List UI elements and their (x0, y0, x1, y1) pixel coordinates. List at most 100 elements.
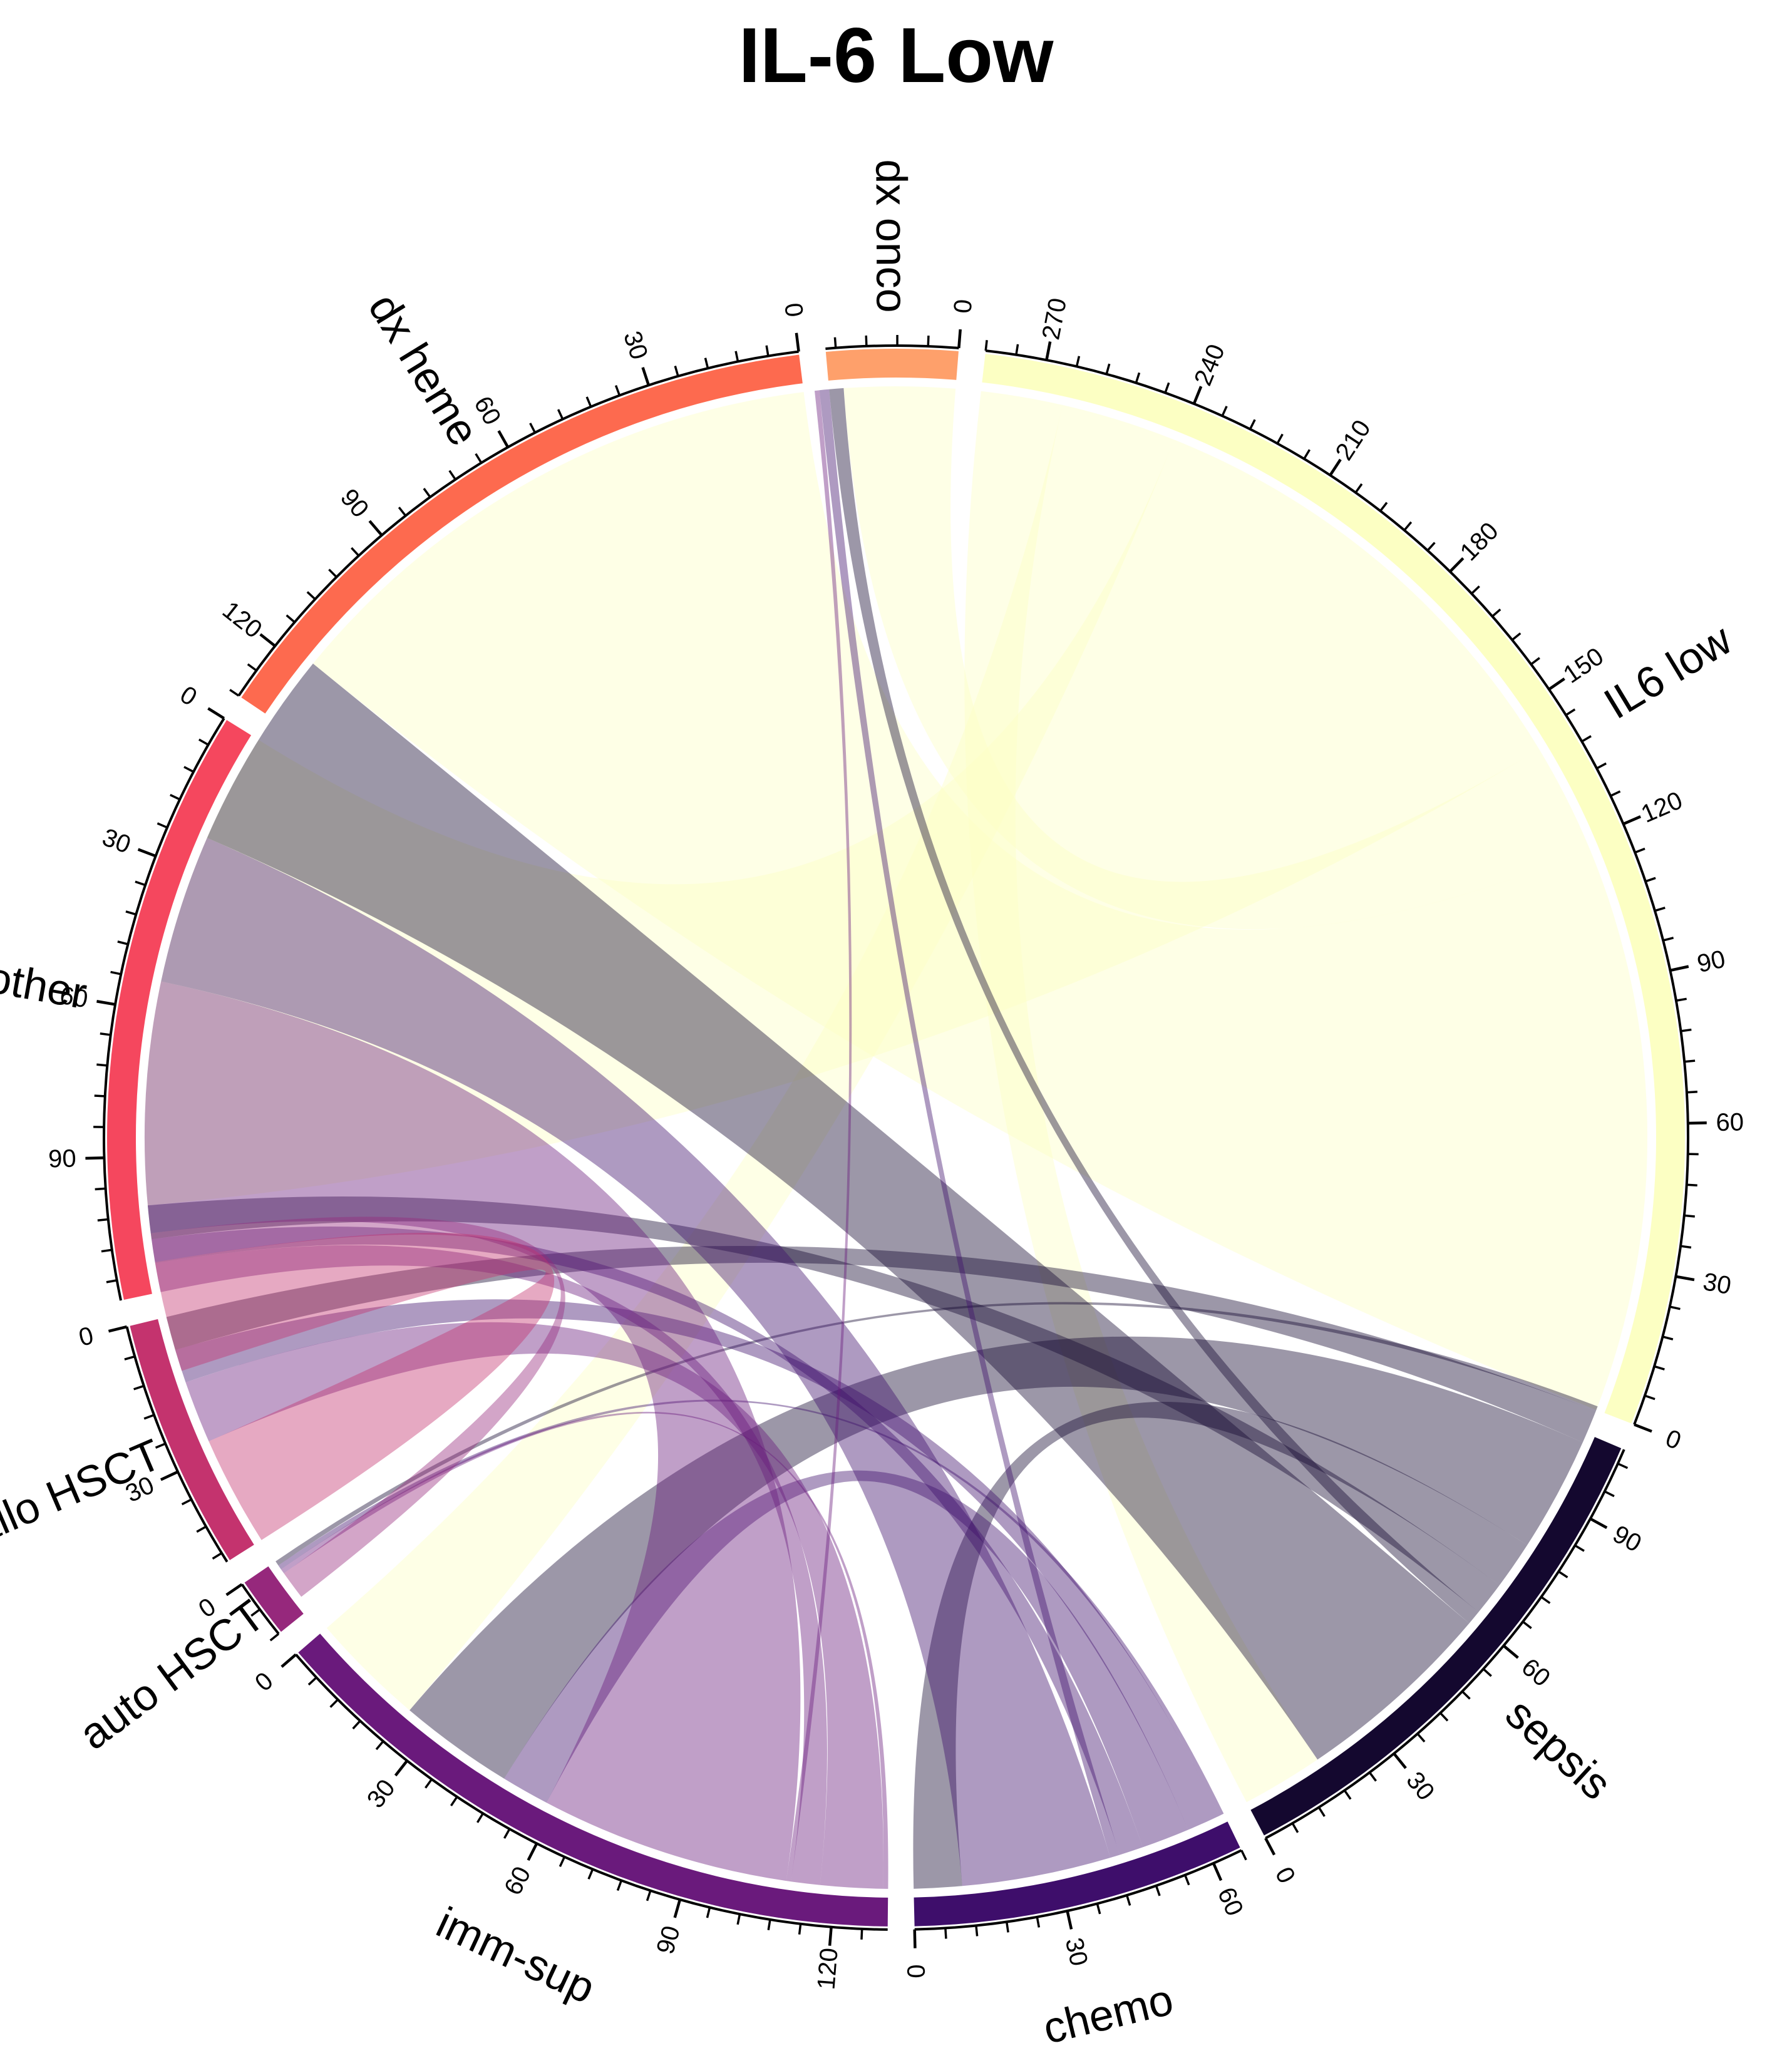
minor-tick (1343, 1789, 1352, 1800)
minor-tick (557, 409, 564, 420)
sector-track-layer (107, 349, 1685, 1927)
minor-tick (1276, 433, 1284, 445)
sector-label-chemo: chemo (1038, 1975, 1178, 2053)
minor-tick (927, 335, 930, 347)
axis-line-allo-hsct (125, 1326, 229, 1563)
major-tick (1329, 458, 1342, 476)
tick-label: 0 (76, 1322, 96, 1352)
major-tick (96, 1000, 116, 1006)
minor-tick (157, 822, 168, 829)
minor-tick (1379, 502, 1388, 512)
minor-tick (1416, 1732, 1426, 1743)
major-tick (108, 1325, 128, 1333)
axis-line-il6-low (985, 349, 1689, 1426)
sector-label-dx-onco: dx onco (867, 159, 916, 313)
major-tick (207, 707, 225, 720)
minor-tick (1015, 344, 1019, 355)
major-tick (497, 430, 510, 448)
tick-label: 30 (1060, 1935, 1093, 1968)
axis-line-imm-sup (295, 1654, 888, 1931)
sector-track-dx-onco (825, 349, 959, 381)
minor-tick (155, 1443, 166, 1449)
minor-tick (1221, 406, 1228, 417)
sector-track-auto-hsct (244, 1566, 304, 1632)
minor-tick (328, 568, 337, 578)
sector-track-dx-heme (241, 354, 803, 714)
minor-tick (1403, 521, 1413, 532)
minor-tick (529, 423, 537, 433)
minor-tick (117, 940, 128, 945)
minor-tick (196, 1525, 207, 1533)
minor-tick (100, 1032, 111, 1036)
major-tick (137, 848, 157, 858)
chart-title: IL-6 Low (738, 13, 1054, 99)
minor-tick (646, 1890, 652, 1901)
minor-tick (1540, 1596, 1551, 1604)
minor-tick (375, 1740, 384, 1751)
major-tick (225, 1583, 243, 1597)
minor-tick (306, 591, 316, 600)
minor-tick (706, 1907, 711, 1918)
tick-label: 0 (1662, 1424, 1685, 1455)
tick-label: 90 (1695, 945, 1728, 978)
minor-tick (1645, 877, 1656, 883)
minor-tick (1530, 657, 1540, 666)
minor-tick (1291, 1823, 1299, 1833)
major-tick (368, 520, 383, 537)
minor-tick (1680, 1245, 1692, 1249)
minor-tick (1596, 762, 1607, 769)
sector-label-auto-hsct: auto HSCT (70, 1590, 274, 1759)
minor-tick (587, 1868, 594, 1880)
major-tick (527, 1843, 538, 1861)
minor-tick (1075, 356, 1081, 367)
tick-label: 270 (1037, 296, 1072, 342)
minor-tick (975, 1925, 979, 1937)
minor-tick (448, 470, 456, 480)
tick-label: 90 (335, 484, 374, 523)
minor-tick (1240, 1849, 1247, 1861)
minor-tick (476, 1813, 484, 1823)
minor-tick (352, 1720, 361, 1730)
minor-tick (1684, 1059, 1696, 1063)
tick-label: 120 (217, 596, 267, 644)
major-tick (1589, 1517, 1608, 1530)
minor-tick (212, 1552, 222, 1560)
ribbon-chemo-dx-heme (161, 838, 1111, 1886)
ribbon-il6-low-sepsis (964, 391, 1318, 1803)
minor-tick (1604, 1490, 1615, 1498)
minor-tick (1634, 847, 1645, 854)
tick-label: 240 (1189, 341, 1230, 389)
minor-tick (247, 663, 257, 672)
ribbon-sepsis-imm-sup (409, 1336, 1583, 1779)
major-tick (1622, 815, 1642, 826)
minor-tick (1036, 1916, 1041, 1928)
minor-tick (559, 1856, 566, 1868)
minor-tick (1581, 735, 1592, 743)
minor-tick (1644, 1394, 1656, 1401)
ribbon-imm-sup-dx-heme (145, 981, 801, 1881)
minor-tick (106, 1279, 118, 1284)
minor-tick (1511, 632, 1522, 641)
minor-tick (1522, 1620, 1532, 1629)
minor-tick (736, 1913, 741, 1925)
ribbon-il6-low-dx-other (145, 440, 1540, 1206)
sector-track-imm-sup (298, 1633, 888, 1927)
major-tick (1634, 1423, 1652, 1433)
minor-tick (1654, 1365, 1665, 1371)
major-tick (1212, 1863, 1223, 1881)
major-tick (281, 1653, 297, 1668)
sector-label-il6-low: IL6 low (1596, 615, 1741, 729)
minor-tick (503, 1828, 511, 1839)
tick-label: 120 (1637, 786, 1687, 828)
minor-tick (183, 766, 194, 773)
ribbon-auto-hsct-dx-heme (150, 1217, 565, 1597)
minor-tick (1482, 1668, 1492, 1677)
major-tick (1676, 1275, 1695, 1282)
minor-tick (1558, 1570, 1568, 1578)
tick-label: 0 (779, 301, 808, 318)
major-tick (1264, 1837, 1276, 1856)
minor-tick (1164, 382, 1170, 393)
minor-tick (398, 507, 407, 517)
major-tick (1502, 1644, 1519, 1659)
minor-tick (1654, 907, 1666, 912)
